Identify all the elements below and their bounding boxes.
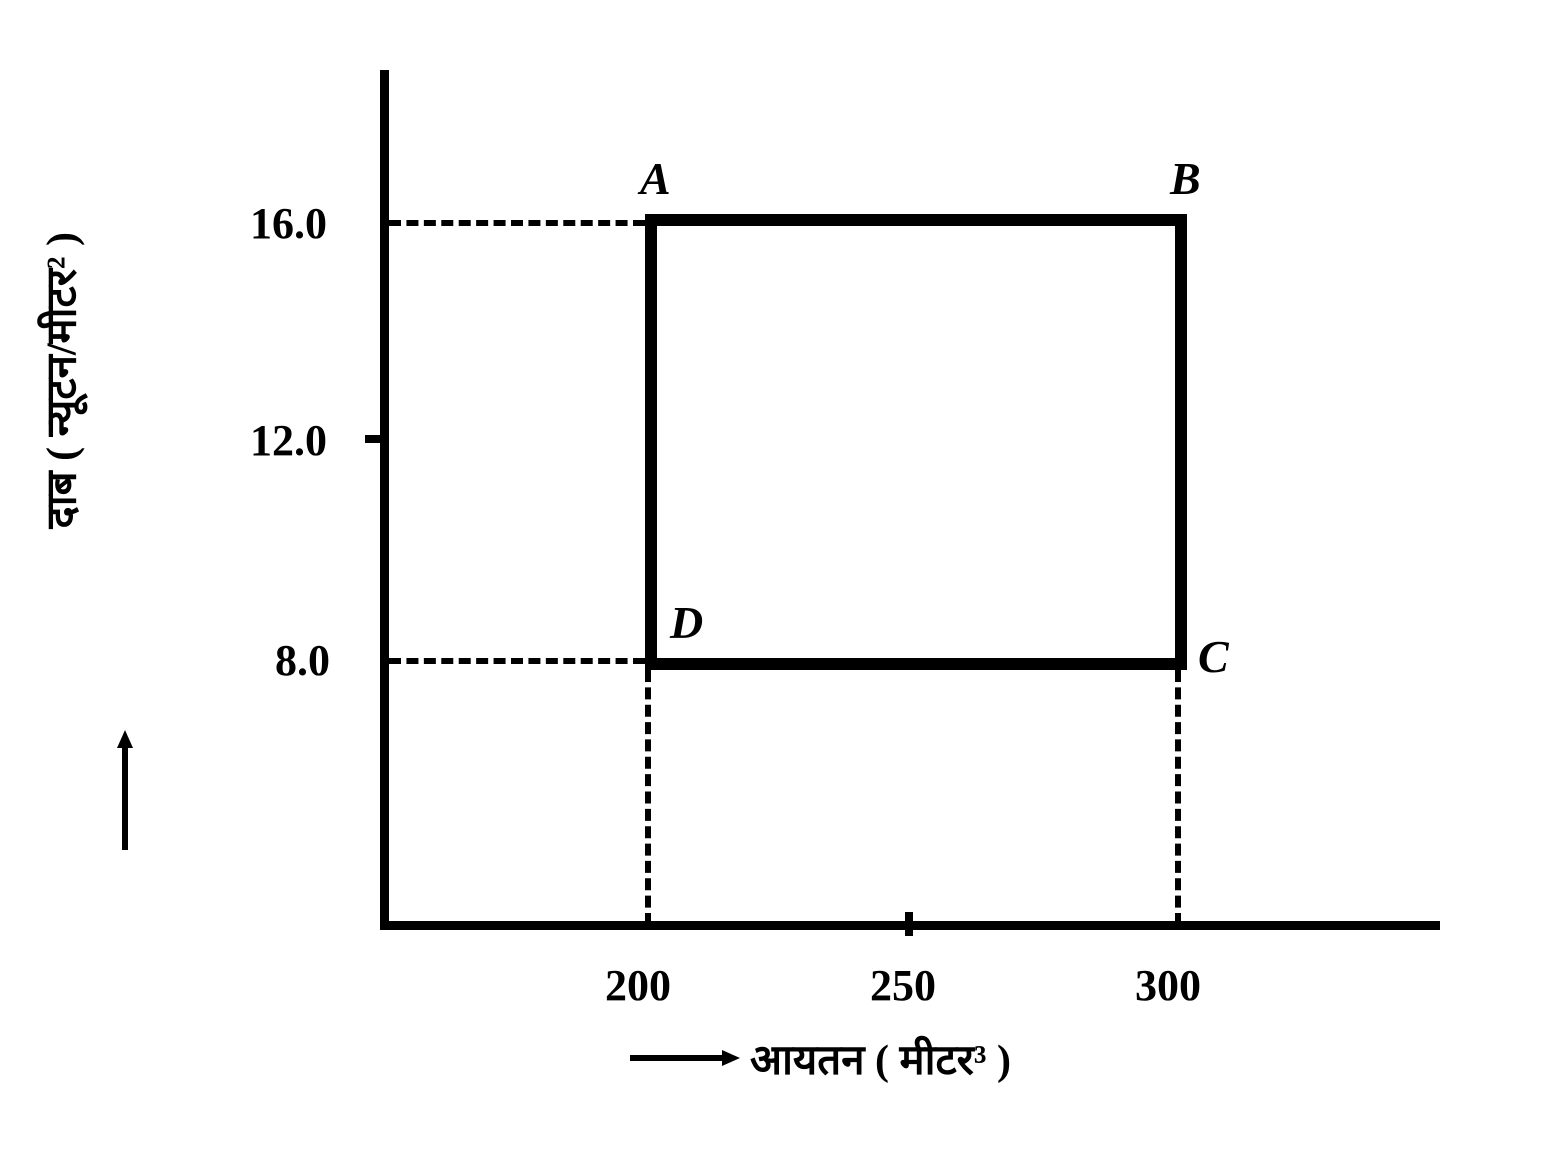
- plot-area: 16.0 12.0 8.0 200 250 300 A B C D: [380, 130, 1430, 930]
- y-tick-12: [365, 435, 389, 443]
- edge-ab: [645, 214, 1187, 226]
- x-tick-label-300: 300: [1135, 960, 1201, 1011]
- edge-bc: [1175, 214, 1187, 670]
- point-label-b: B: [1170, 152, 1201, 205]
- x-axis-arrow-icon: [630, 1048, 740, 1068]
- y-axis-line: [380, 70, 389, 930]
- point-label-c: C: [1198, 630, 1229, 683]
- y-tick-label-16: 16.0: [250, 198, 327, 249]
- guide-h-8: [389, 658, 645, 664]
- x-tick-label-250: 250: [870, 960, 936, 1011]
- y-axis-label: दाब ( न्यूटन/मीटर² ): [32, 232, 89, 528]
- guide-v-300: [1175, 670, 1181, 925]
- guide-v-200: [645, 670, 651, 925]
- point-label-d: D: [670, 596, 703, 649]
- guide-h-16: [389, 220, 645, 226]
- x-tick-label-200: 200: [605, 960, 671, 1011]
- y-axis-arrow-icon: [115, 730, 135, 850]
- point-label-a: A: [640, 152, 671, 205]
- y-tick-label-8: 8.0: [275, 635, 330, 686]
- y-tick-label-12: 12.0: [250, 415, 327, 466]
- edge-cd: [645, 658, 1187, 670]
- edge-da: [645, 214, 657, 670]
- pv-chart: दाब ( न्यूटन/मीटर² ) आयतन ( मीटर³ ) 16.0…: [100, 50, 1500, 1100]
- x-axis-label: आयतन ( मीटर³ ): [750, 1030, 1011, 1087]
- x-tick-250: [905, 912, 913, 936]
